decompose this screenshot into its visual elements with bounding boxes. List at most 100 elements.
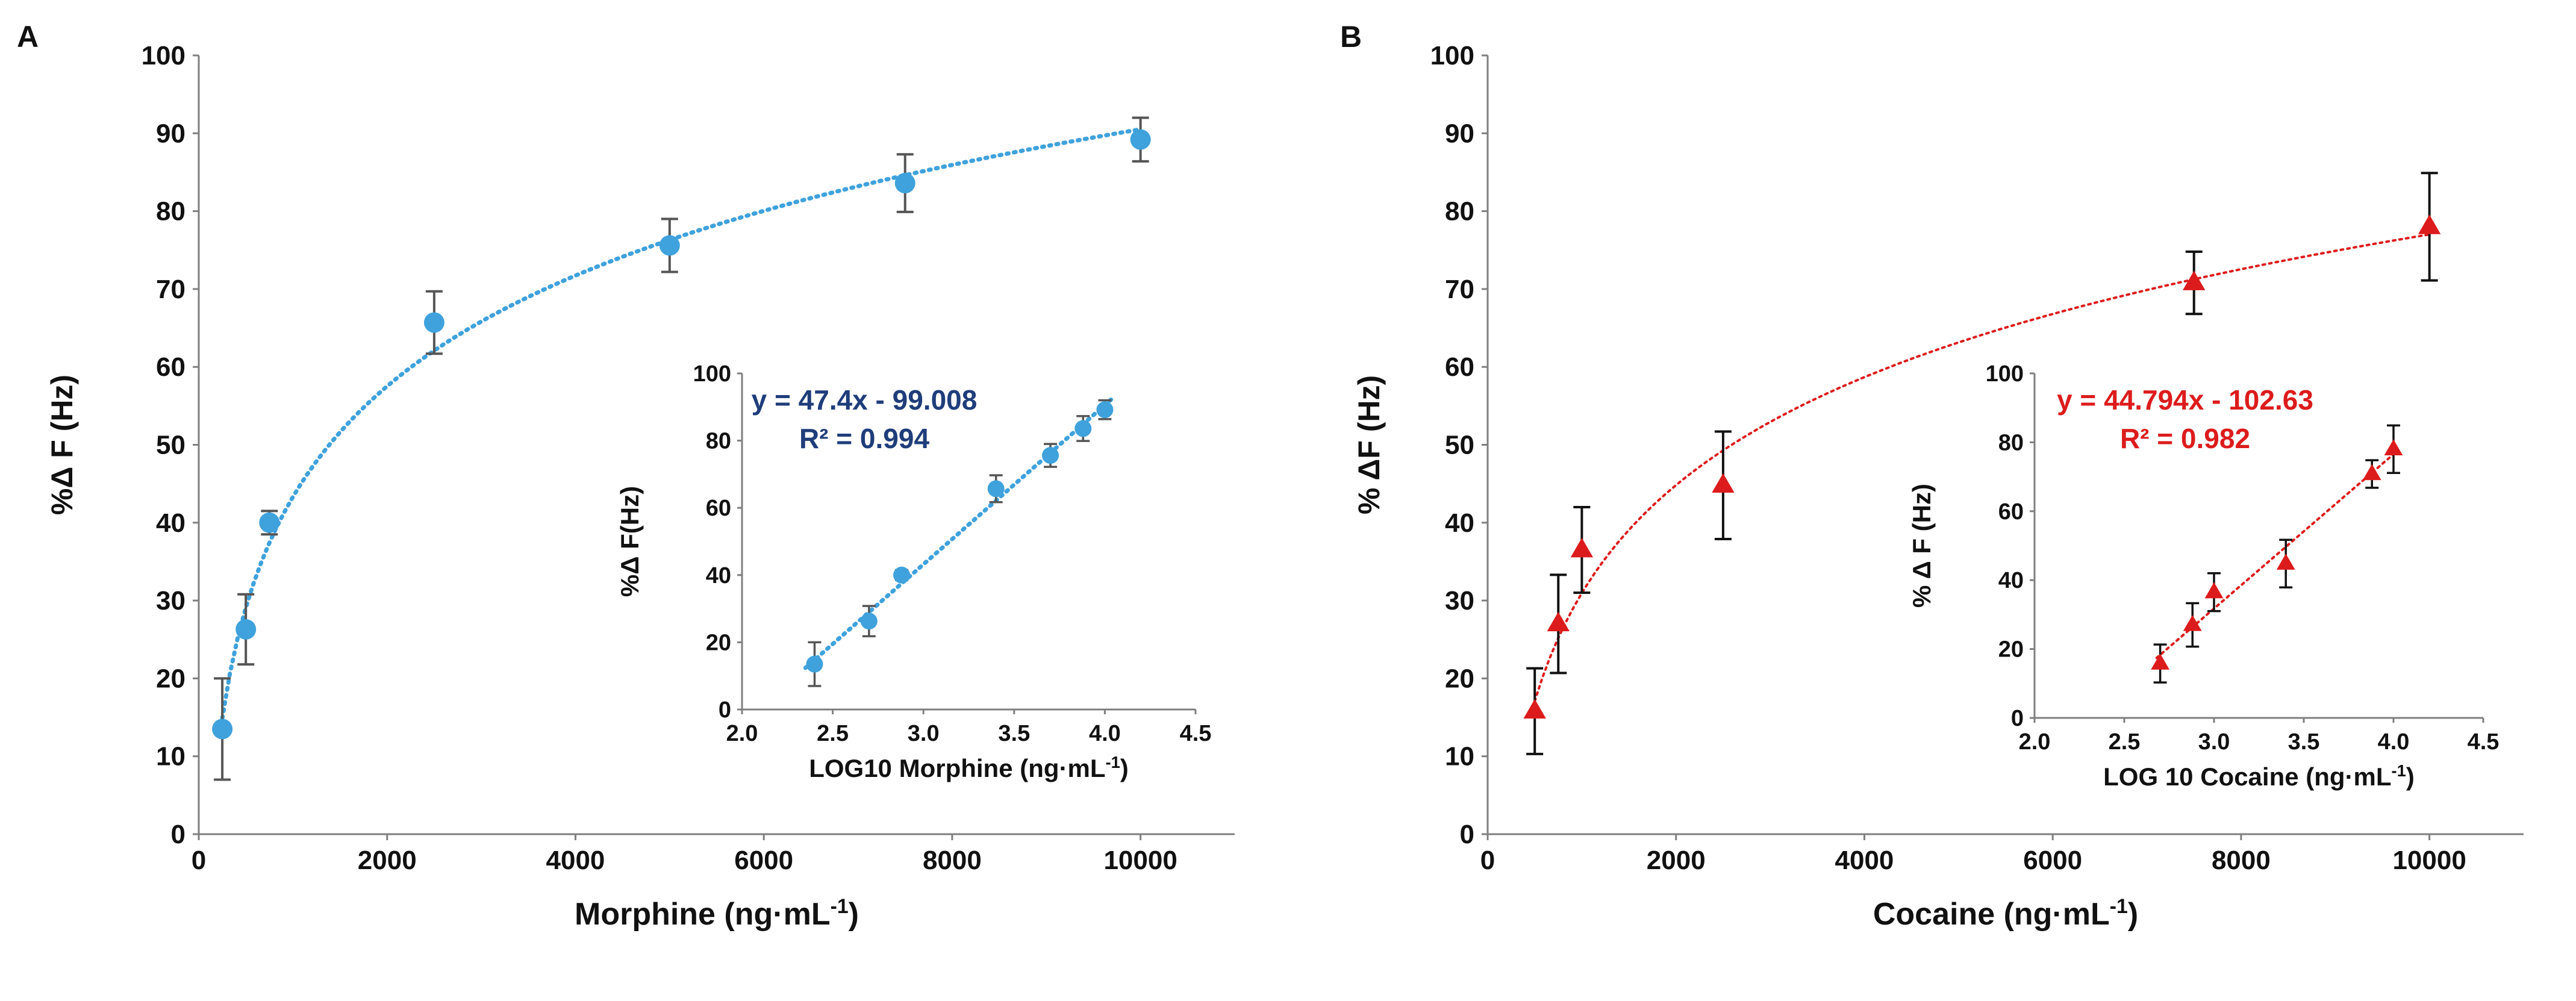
xlabel-superscript: -1 <box>1106 753 1120 772</box>
x-tick-label: 0 <box>192 846 206 875</box>
y-tick-label: 0 <box>171 820 186 849</box>
inset-y-tick-label: 100 <box>1986 361 2024 387</box>
inset-y-tick-label: 0 <box>719 697 731 723</box>
x-tick-label: 6000 <box>2023 846 2082 875</box>
y-tick-label: 10 <box>156 742 186 772</box>
y-tick-label: 80 <box>1445 197 1474 226</box>
inset-y-tick-label: 60 <box>706 496 731 521</box>
y-tick-label: 90 <box>156 119 186 148</box>
trendline <box>220 127 1143 720</box>
data-point <box>1547 611 1570 632</box>
data-point <box>894 173 915 194</box>
panel-label: B <box>1340 20 1362 54</box>
inset-x-tick-label: 3.5 <box>2288 729 2320 755</box>
x-tick-label: 0 <box>1480 846 1495 875</box>
data-point <box>212 719 233 740</box>
y-tick-label: 50 <box>1445 431 1474 460</box>
xlabel-superscript: -1 <box>831 895 849 918</box>
x-tick-label: 2000 <box>1647 846 1706 875</box>
x-tick-label: 8000 <box>2212 846 2271 875</box>
xlabel-superscript: -1 <box>2392 761 2406 780</box>
inset-x-tick-label: 3.5 <box>998 721 1030 746</box>
x-axis-title: Cocaine (ng·mL-1) <box>1873 895 2138 932</box>
y-axis-title: % ΔF (Hz) <box>1352 375 1386 514</box>
xlabel-text: LOG 10 Cocaine (ng·mL <box>2103 762 2391 791</box>
x-tick-label: 10000 <box>2392 846 2466 875</box>
x-tick-label: 8000 <box>923 846 982 875</box>
inset-y-tick-label: 100 <box>693 361 731 387</box>
xlabel-text: Cocaine (ng·mL <box>1873 897 2110 932</box>
y-axis-title: %Δ F (Hz) <box>45 375 79 515</box>
data-point <box>1523 699 1546 719</box>
xlabel-closing: ) <box>2406 762 2415 791</box>
inset-y-axis-title: % Δ F (Hz) <box>1907 484 1936 608</box>
x-axis-title: Morphine (ng·mL-1) <box>575 895 859 932</box>
inset-x-axis-title: LOG10 Morphine (ng·mL-1) <box>809 753 1129 783</box>
data-point <box>1130 129 1151 150</box>
inset-x-tick-label: 4.5 <box>1180 721 1212 746</box>
inset-data-point <box>2362 464 2381 481</box>
inset-data-point <box>806 655 823 673</box>
inset-x-tick-label: 2.0 <box>726 721 758 746</box>
y-tick-label: 70 <box>1445 275 1474 304</box>
y-tick-label: 0 <box>1460 820 1474 849</box>
inset-data-point <box>2276 554 2295 570</box>
inset-y-tick-label: 20 <box>706 630 731 655</box>
inset-y-axis-title: %Δ F(Hz) <box>616 486 644 597</box>
y-tick-label: 60 <box>1445 352 1474 382</box>
xlabel-closing: ) <box>1120 754 1129 782</box>
y-tick-label: 70 <box>156 275 186 304</box>
x-tick-label: 2000 <box>358 846 417 875</box>
inset-x-axis-title: LOG 10 Cocaine (ng·mL-1) <box>2103 761 2415 791</box>
inset-data-point <box>1074 420 1092 437</box>
data-point <box>2418 214 2441 234</box>
data-point <box>1712 473 1735 493</box>
x-tick-label: 4000 <box>546 846 605 875</box>
xlabel-superscript: -1 <box>2110 895 2128 918</box>
y-tick-label: 80 <box>156 197 186 226</box>
inset-data-point <box>2384 439 2403 455</box>
inset-x-tick-label: 2.0 <box>2019 729 2051 755</box>
y-tick-label: 40 <box>1445 508 1474 538</box>
y-tick-label: 40 <box>156 508 186 538</box>
y-tick-label: 100 <box>142 41 186 70</box>
y-tick-label: 30 <box>156 586 186 616</box>
trendline <box>1533 233 2431 702</box>
inset-x-tick-label: 4.0 <box>1089 721 1121 746</box>
data-point <box>2183 270 2206 290</box>
data-point <box>259 512 280 533</box>
inset-y-tick-label: 80 <box>706 429 731 454</box>
inset-x-tick-label: 3.0 <box>908 721 940 746</box>
y-tick-label: 20 <box>1445 664 1474 693</box>
data-point <box>659 235 680 256</box>
inset-data-point <box>1042 447 1059 464</box>
inset-data-point <box>2183 615 2202 631</box>
inset-data-point <box>2151 653 2169 670</box>
y-tick-label: 100 <box>1430 41 1474 70</box>
y-tick-label: 10 <box>1445 742 1474 772</box>
inset-data-point <box>2204 582 2224 599</box>
data-point <box>235 619 257 640</box>
r-squared-label: R² = 0.982 <box>2120 423 2250 454</box>
data-point <box>1570 538 1594 558</box>
y-tick-label: 50 <box>156 431 186 460</box>
xlabel-closing: ) <box>2128 897 2138 932</box>
inset-data-point <box>987 480 1005 497</box>
inset-x-tick-label: 2.5 <box>817 721 849 746</box>
inset-data-point <box>1096 401 1114 419</box>
x-tick-label: 6000 <box>734 846 793 875</box>
inset-data-point <box>860 613 878 630</box>
xlabel-closing: ) <box>849 897 859 932</box>
inset-y-tick-label: 80 <box>1998 430 2024 455</box>
inset-x-tick-label: 3.0 <box>2198 729 2230 755</box>
inset-y-tick-label: 0 <box>2011 706 2024 731</box>
regression-equation: y = 44.794x - 102.63 <box>2057 384 2313 416</box>
r-squared-label: R² = 0.994 <box>799 423 929 454</box>
y-tick-label: 20 <box>156 664 186 693</box>
inset-x-tick-label: 4.0 <box>2378 729 2410 755</box>
y-tick-label: 90 <box>1445 119 1474 148</box>
inset-y-tick-label: 40 <box>1998 568 2024 593</box>
